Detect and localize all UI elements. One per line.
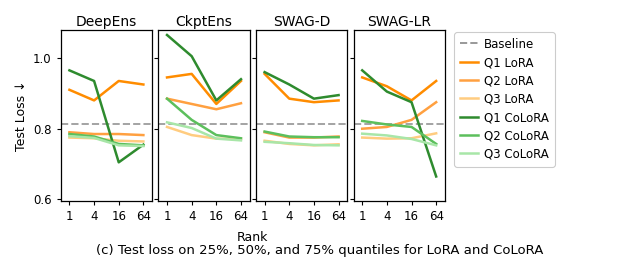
Y-axis label: Test Loss ↓: Test Loss ↓ — [15, 80, 28, 151]
Title: DeepEns: DeepEns — [76, 14, 137, 28]
Text: Rank: Rank — [237, 231, 269, 244]
Legend: Baseline, Q1 LoRA, Q2 LoRA, Q3 LoRA, Q1 CoLoRA, Q2 CoLoRA, Q3 CoLoRA: Baseline, Q1 LoRA, Q2 LoRA, Q3 LoRA, Q1 … — [454, 32, 555, 167]
Title: SWAG-D: SWAG-D — [273, 14, 330, 28]
Text: (c) Test loss on 25%, 50%, and 75% quantiles for LoRA and CoLoRA: (c) Test loss on 25%, 50%, and 75% quant… — [96, 244, 544, 257]
Title: CkptEns: CkptEns — [175, 14, 232, 28]
Title: SWAG-LR: SWAG-LR — [367, 14, 431, 28]
